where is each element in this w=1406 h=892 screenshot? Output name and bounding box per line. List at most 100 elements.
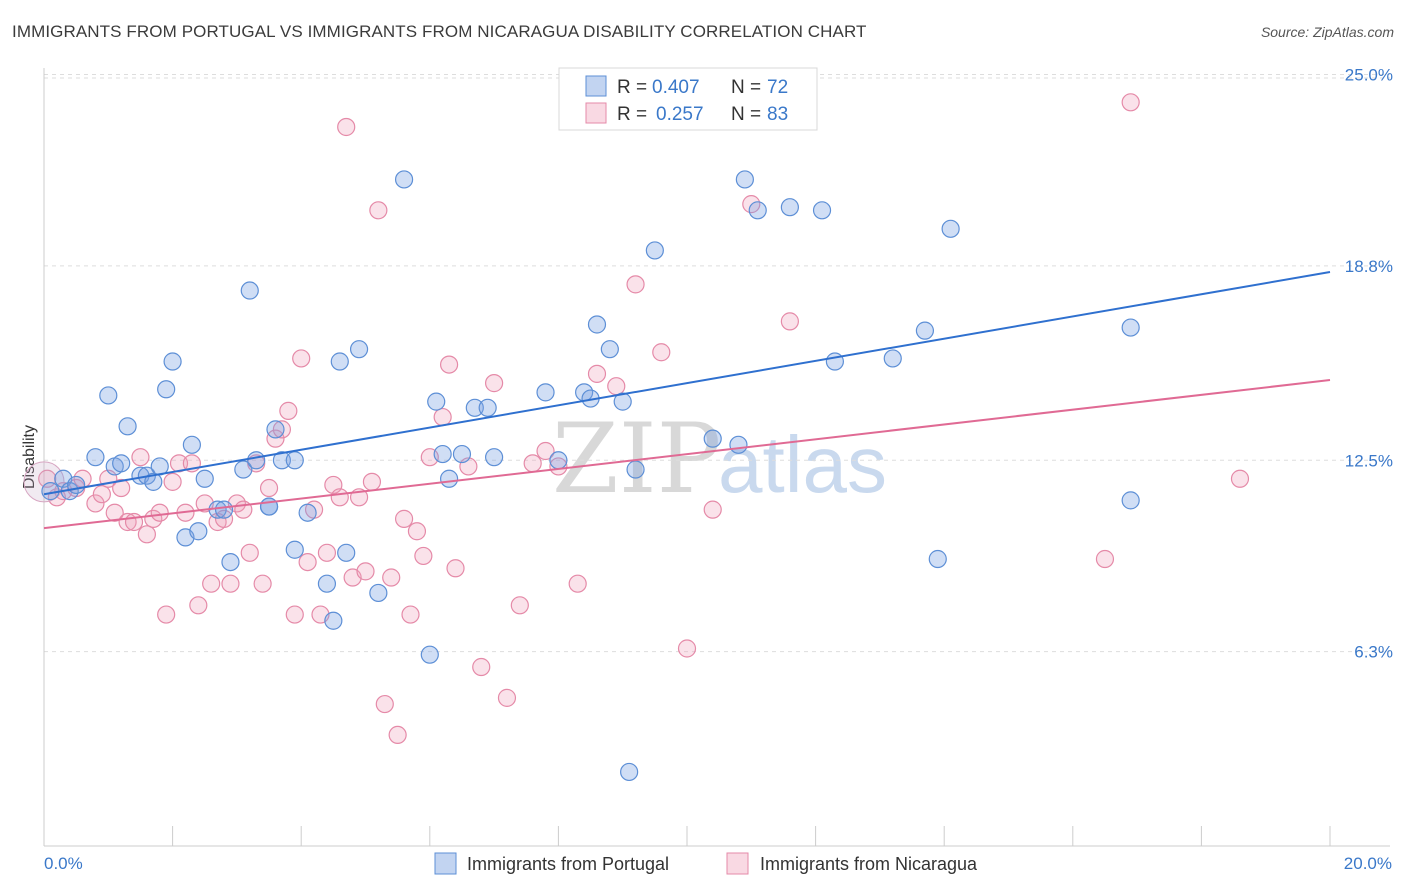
portugal-point: [465, 398, 484, 417]
portugal-point: [163, 352, 182, 371]
nicaragua-point: [362, 472, 382, 491]
source-label: Source: ZipAtlas.com: [1260, 24, 1394, 40]
nicaragua-point: [497, 688, 517, 707]
nicaragua-point: [510, 596, 529, 615]
nicaragua-point: [607, 377, 626, 396]
chart-title: IMMIGRANTS FROM PORTUGAL VS IMMIGRANTS F…: [12, 22, 867, 41]
series-legend: Immigrants from Portugal Immigrants from…: [434, 852, 978, 875]
nicaragua-point: [105, 503, 124, 522]
x-tick-label-min: 0.0%: [44, 854, 83, 873]
trendline-portugal: [43, 271, 1331, 496]
nicaragua-point: [1121, 93, 1140, 112]
nicaragua-point: [157, 605, 176, 624]
nicaragua-point: [382, 568, 401, 587]
portugal-point: [915, 321, 935, 340]
nicaragua-point: [279, 401, 298, 420]
portugal-point: [157, 380, 176, 399]
nicaragua-point: [317, 543, 337, 562]
x-tick-marks: [43, 826, 1331, 846]
y-tick-label: 12.5%: [1345, 451, 1393, 470]
nicaragua-point: [472, 657, 491, 677]
nicaragua-point: [92, 485, 111, 504]
portugal-point: [549, 451, 568, 470]
portugal-point: [221, 552, 240, 572]
gridlines: [44, 74, 1390, 653]
portugal-point: [703, 429, 722, 448]
portugal-point: [214, 500, 234, 519]
nicaragua-point: [330, 488, 349, 507]
portugal-point: [420, 645, 439, 664]
legend-swatch-nicaragua: [585, 102, 607, 124]
portugal-point: [735, 170, 754, 189]
portugal-point: [272, 451, 292, 470]
portugal-point: [645, 241, 664, 260]
nicaragua-point: [214, 509, 234, 528]
portugal-point: [536, 383, 555, 402]
portugal-point: [626, 460, 645, 479]
correlation-legend: R = 0.407 N = 72 R = 0.257 N = 83: [558, 67, 818, 131]
portugal-point: [729, 435, 748, 454]
portugal-point: [452, 444, 472, 464]
portugal-point: [298, 503, 317, 522]
portugal-point: [144, 472, 163, 491]
nicaragua-point: [86, 494, 105, 513]
portugal-point: [600, 340, 619, 359]
nicaragua-point: [137, 525, 156, 544]
portugal-point: [337, 543, 356, 562]
portugal-point: [285, 451, 304, 470]
portugal-point: [99, 386, 118, 405]
x-tick-label-max: 20.0%: [1344, 854, 1392, 873]
nicaragua-point: [266, 429, 285, 448]
nicaragua-point: [703, 500, 722, 519]
portugal-point: [485, 448, 504, 467]
portugal-point: [394, 170, 414, 189]
nicaragua-point: [375, 694, 394, 714]
legend-n-label-nicaragua: N =: [731, 104, 761, 125]
nicaragua-point: [587, 364, 607, 383]
portugal-point: [86, 448, 105, 467]
nicaragua-point: [1095, 549, 1115, 569]
nicaragua-point: [163, 472, 182, 491]
portugal-point: [349, 340, 369, 359]
portugal-point: [266, 420, 285, 439]
portugal-point: [195, 469, 214, 488]
portugal-point: [780, 198, 799, 217]
nicaragua-point: [568, 574, 587, 593]
legend-n-value-portugal: 72: [767, 77, 788, 98]
portugal-point: [240, 281, 259, 300]
y-tick-labels: 6.3% 12.5% 18.8% 25.0%: [1345, 66, 1393, 662]
nicaragua-point: [549, 457, 568, 476]
portugal-point: [427, 392, 446, 411]
nicaragua-point: [259, 478, 279, 498]
portugal-point: [941, 219, 960, 238]
nicaragua-point: [240, 543, 259, 562]
series-portugal-points: [41, 170, 1140, 782]
legend-n-value-nicaragua: 83: [767, 104, 788, 125]
nicaragua-point: [536, 441, 555, 461]
y-tick-label: 18.8%: [1345, 257, 1393, 276]
portugal-point: [330, 352, 349, 371]
nicaragua-point: [124, 512, 144, 532]
nicaragua-point: [131, 448, 150, 467]
nicaragua-point: [523, 454, 542, 473]
portugal-point: [189, 522, 208, 541]
nicaragua-point: [388, 725, 407, 745]
portugal-point: [1121, 318, 1140, 337]
nicaragua-point: [272, 420, 292, 439]
nicaragua-point: [202, 574, 221, 593]
nicaragua-point: [253, 574, 272, 593]
nicaragua-point: [356, 562, 375, 581]
portugal-point: [317, 574, 337, 593]
legend-swatch-portugal: [585, 75, 607, 97]
bottom-legend-swatch-portugal: [434, 852, 457, 875]
nicaragua-point: [439, 355, 459, 374]
nicaragua-point: [298, 552, 317, 572]
legend-r-value-nicaragua: 0.257: [656, 104, 704, 125]
portugal-point: [285, 540, 304, 559]
portugal-point: [118, 417, 137, 436]
legend-r-label-portugal: R =: [617, 77, 647, 98]
nicaragua-point: [485, 374, 504, 393]
bottom-legend-label-nicaragua: Immigrants from Nicaragua: [760, 854, 978, 874]
trendline-nicaragua: [43, 379, 1331, 530]
